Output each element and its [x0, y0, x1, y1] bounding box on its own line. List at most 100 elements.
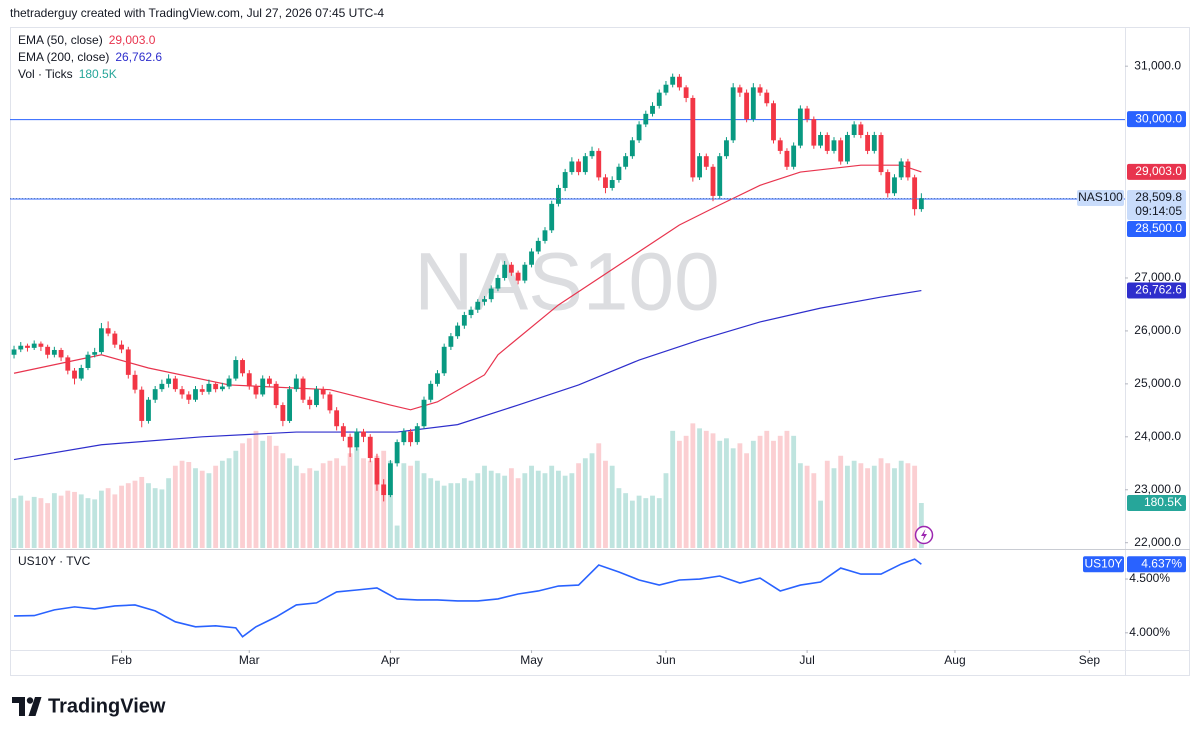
- volume-bar: [85, 498, 91, 548]
- brand-logo[interactable]: TradingView: [12, 695, 166, 717]
- candle-body: [78, 367, 84, 379]
- legend-name: EMA (200, close): [18, 50, 109, 64]
- volume-bar: [441, 485, 447, 548]
- volume-bar: [273, 445, 279, 548]
- volume-bar: [166, 478, 172, 548]
- candle-body: [771, 103, 776, 141]
- candle-body: [105, 328, 111, 334]
- volume-bar: [172, 465, 178, 548]
- candle-body: [495, 277, 501, 289]
- price-label: 28,509.8: [1135, 190, 1182, 204]
- candle-body: [609, 180, 615, 188]
- candle-body: [697, 156, 702, 178]
- candle-body: [186, 394, 192, 400]
- volume-bar: [771, 440, 776, 548]
- candle-body: [206, 383, 212, 392]
- candle-body: [569, 161, 575, 173]
- price-label: 28,500.0: [1135, 221, 1182, 235]
- volume-bar: [582, 458, 588, 548]
- candle-body: [468, 309, 474, 316]
- candle-body: [535, 240, 541, 252]
- candle-body: [589, 150, 595, 157]
- candle-body: [408, 431, 413, 443]
- candle-body: [737, 87, 743, 93]
- candle-body: [428, 383, 434, 400]
- volume-bar: [576, 463, 582, 548]
- candle-body: [387, 463, 393, 496]
- candle-body: [643, 113, 649, 125]
- volume-bar: [119, 485, 124, 548]
- volume-bar: [51, 493, 57, 548]
- volume-bar: [878, 458, 884, 548]
- brand-name[interactable]: TradingView: [48, 695, 166, 717]
- volume-bar: [461, 478, 467, 548]
- volume-bar: [435, 480, 440, 548]
- volume-bar: [777, 435, 783, 548]
- candle-body: [213, 383, 219, 390]
- logo-slash[interactable]: [28, 697, 42, 716]
- candle-body: [146, 399, 151, 421]
- volume-bar: [31, 496, 37, 548]
- legend-entry: Vol · Ticks 180.5K: [18, 67, 117, 81]
- candle-body: [361, 431, 366, 437]
- candle-body: [112, 333, 118, 345]
- volume-bar: [764, 430, 770, 548]
- candle-body: [663, 84, 669, 93]
- candle-body: [831, 140, 837, 151]
- lower-pane-title: US10Y · TVC: [18, 554, 91, 568]
- candle-body: [11, 349, 17, 355]
- volume-bar: [905, 463, 911, 548]
- y-tick-label: 27,000.0: [1134, 270, 1181, 284]
- candle-body: [757, 87, 763, 93]
- symbol-tag-label: NAS100: [1078, 190, 1123, 204]
- x-tick-label: Sep: [1079, 653, 1101, 667]
- icon-bolt[interactable]: [921, 529, 927, 541]
- volume-bar: [246, 438, 252, 548]
- candle-body: [461, 315, 467, 326]
- candle-body: [596, 150, 602, 178]
- volume-bar: [152, 488, 158, 548]
- volume-bar: [797, 463, 803, 548]
- volume-bar: [616, 488, 622, 548]
- volume-bar: [717, 440, 723, 548]
- logo-shape[interactable]: [12, 697, 25, 716]
- volume-bar: [347, 453, 353, 548]
- candle-body: [865, 135, 871, 151]
- replay-icon[interactable]: [914, 525, 934, 545]
- volume-bar: [38, 498, 44, 548]
- x-tick-label: Jul: [799, 653, 814, 667]
- candle-body: [172, 378, 178, 390]
- volume-bar: [804, 465, 810, 548]
- logo-dot[interactable]: [26, 697, 34, 704]
- candle-body: [811, 119, 817, 146]
- volume-bar: [468, 480, 474, 548]
- x-tick-label: Apr: [381, 653, 400, 667]
- candle-body: [549, 203, 555, 231]
- candle-body: [576, 161, 582, 173]
- volume-bar: [367, 460, 373, 548]
- candle-body: [374, 457, 380, 485]
- volume-bar: [125, 483, 131, 548]
- volume-bar: [650, 495, 655, 548]
- candle-body: [18, 345, 24, 350]
- volume-bar: [609, 465, 615, 548]
- volume-bar: [98, 490, 104, 548]
- candle-body: [233, 360, 239, 379]
- candle-body: [435, 373, 440, 384]
- volume-bar: [912, 465, 918, 548]
- candle-body: [898, 161, 904, 178]
- volume-bar: [562, 475, 568, 548]
- candle-body: [119, 344, 124, 350]
- y-tick-label: 24,000.0: [1134, 429, 1181, 443]
- volume-bar: [92, 499, 98, 548]
- volume-bar: [226, 458, 232, 548]
- axes: 31,000.0 27,000.0 26,000.0 25,000.0 24,000.0…: [111, 58, 1186, 667]
- volume-bar: [293, 465, 299, 548]
- volume-bar: [146, 483, 151, 548]
- volume-bar: [475, 473, 481, 548]
- y-tick-label: 22,000.0: [1134, 535, 1181, 549]
- candle-body: [629, 140, 635, 157]
- candle-body: [65, 357, 71, 371]
- candle-body: [562, 172, 568, 188]
